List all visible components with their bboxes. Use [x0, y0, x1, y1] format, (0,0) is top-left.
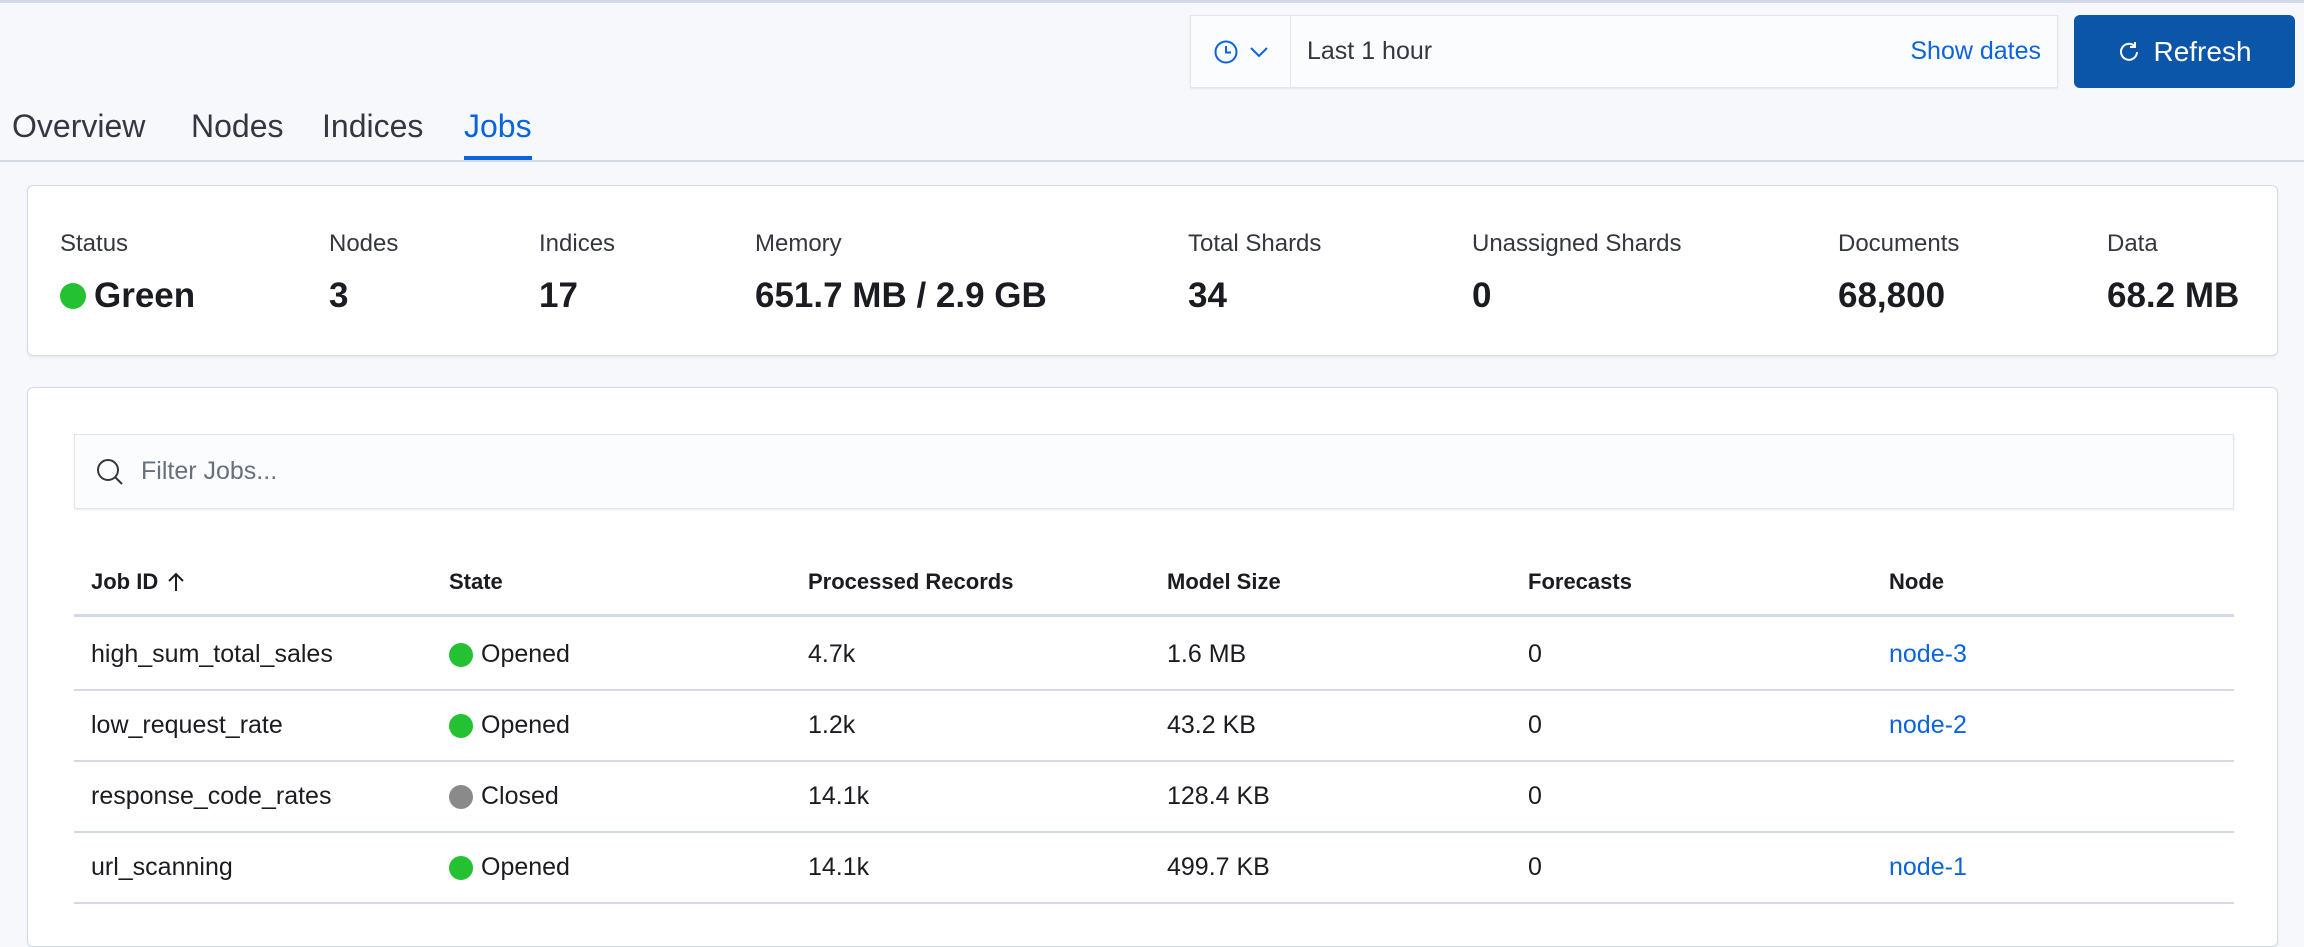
stat-value: 34: [1188, 276, 1227, 315]
refresh-button[interactable]: Refresh: [2074, 15, 2295, 88]
node-cell: node-2: [1889, 691, 1967, 760]
node-link[interactable]: node-1: [1889, 853, 1967, 881]
stat-status: Status Green: [60, 230, 195, 316]
time-picker: Last 1 hour Show dates: [1190, 15, 2058, 88]
node-cell: node-3: [1889, 620, 1967, 689]
table-row: response_code_rates Closed 14.1k 128.4 K…: [74, 762, 2234, 833]
state-label: Opened: [481, 640, 570, 668]
processed-records-cell: 4.7k: [808, 640, 856, 668]
stat-label: Status: [60, 230, 129, 257]
refresh-label: Refresh: [2153, 35, 2252, 67]
job-id-cell: response_code_rates: [91, 782, 332, 810]
stat-indices: Indices 17: [539, 230, 615, 316]
tab-bar: Overview Nodes Indices Jobs: [0, 100, 2304, 162]
quick-select-button[interactable]: [1191, 16, 1291, 87]
forecasts-cell: 0: [1528, 640, 1542, 668]
state-label: Opened: [481, 711, 570, 739]
stat-data: Data 68.2 MB: [2107, 230, 2239, 316]
tab-overview[interactable]: Overview: [12, 108, 146, 144]
stat-label: Nodes: [329, 230, 399, 257]
stat-value: 68.2 MB: [2107, 276, 2240, 315]
filter-jobs-field: [74, 434, 2234, 509]
stat-nodes: Nodes 3: [329, 230, 398, 316]
job-id-cell: low_request_rate: [91, 711, 283, 739]
state-label: Closed: [481, 782, 559, 810]
tab-nodes[interactable]: Nodes: [191, 108, 284, 144]
tab-indices[interactable]: Indices: [322, 108, 424, 144]
stat-value: 3: [329, 276, 349, 315]
table-row: url_scanning Opened 14.1k 499.7 KB 0 nod…: [74, 833, 2234, 904]
state-cell: Opened: [449, 620, 570, 689]
table-header: Job ID State Processed Records Model Siz…: [74, 550, 2234, 617]
state-dot-icon: [449, 784, 473, 809]
forecasts-cell: 0: [1528, 782, 1542, 810]
state-cell: Opened: [449, 691, 570, 760]
stat-label: Indices: [539, 230, 616, 257]
stat-value: 0: [1472, 276, 1492, 315]
cluster-stats-panel: Status Green Nodes 3 Indices 17 Memory 651.…: [27, 185, 2278, 356]
column-header-model-size[interactable]: Model Size: [1167, 569, 1281, 594]
column-header-forecasts[interactable]: Forecasts: [1528, 569, 1632, 594]
state-cell: Closed: [449, 762, 559, 831]
processed-records-cell: 14.1k: [808, 782, 870, 810]
stat-label: Documents: [1838, 230, 1960, 257]
stat-value: 17: [539, 276, 578, 315]
column-header-job-id[interactable]: Job ID: [91, 550, 186, 614]
table-row: high_sum_total_sales Opened 4.7k 1.6 MB …: [74, 620, 2234, 691]
model-size-cell: 1.6 MB: [1167, 640, 1247, 668]
node-cell: node-1: [1889, 833, 1967, 902]
show-dates-link[interactable]: Show dates: [1910, 37, 2041, 65]
stat-label: Unassigned Shards: [1472, 230, 1682, 257]
job-id-cell: high_sum_total_sales: [91, 640, 333, 668]
jobs-panel: Job ID State Processed Records Model Siz…: [27, 387, 2278, 947]
state-cell: Opened: [449, 833, 570, 902]
stat-memory: Memory 651.7 MB / 2.9 GB: [755, 230, 1047, 316]
stat-documents: Documents 68,800: [1838, 230, 1959, 316]
forecasts-cell: 0: [1528, 853, 1542, 881]
node-link[interactable]: node-2: [1889, 711, 1967, 739]
job-id-cell: url_scanning: [91, 853, 233, 881]
column-header-state[interactable]: State: [449, 569, 503, 594]
model-size-cell: 499.7 KB: [1167, 853, 1270, 881]
stat-unassigned-shards: Unassigned Shards 0: [1472, 230, 1681, 316]
stat-value: 651.7 MB / 2.9 GB: [755, 276, 1047, 315]
forecasts-cell: 0: [1528, 711, 1542, 739]
column-label: Job ID: [91, 569, 159, 594]
state-dot-icon: [449, 855, 473, 880]
status-dot-icon: [60, 283, 86, 309]
chevron-down-icon: [1249, 46, 1268, 57]
stat-label: Total Shards: [1188, 230, 1322, 257]
filter-jobs-input[interactable]: [141, 457, 2041, 486]
stat-total-shards: Total Shards 34: [1188, 230, 1321, 316]
state-dot-icon: [449, 642, 473, 667]
clock-icon: [1214, 40, 1237, 63]
sort-ascending-icon: [168, 572, 184, 591]
stat-value: 68,800: [1838, 276, 1946, 315]
state-dot-icon: [449, 713, 473, 738]
table-row: low_request_rate Opened 1.2k 43.2 KB 0 n…: [74, 691, 2234, 762]
top-border: [0, 0, 2304, 3]
column-header-processed-records[interactable]: Processed Records: [808, 569, 1014, 594]
refresh-icon: [2120, 41, 2139, 61]
model-size-cell: 128.4 KB: [1167, 782, 1270, 810]
state-label: Opened: [481, 853, 570, 881]
processed-records-cell: 1.2k: [808, 711, 856, 739]
stat-label: Data: [2107, 230, 2158, 257]
stat-value: Green: [94, 276, 196, 315]
tab-jobs[interactable]: Jobs: [464, 108, 532, 160]
model-size-cell: 43.2 KB: [1167, 711, 1256, 739]
column-header-node[interactable]: Node: [1889, 569, 1944, 594]
time-range-text[interactable]: Last 1 hour: [1307, 37, 1433, 65]
stat-label: Memory: [755, 230, 842, 257]
node-link[interactable]: node-3: [1889, 640, 1967, 668]
processed-records-cell: 14.1k: [808, 853, 870, 881]
search-icon: [97, 458, 123, 485]
